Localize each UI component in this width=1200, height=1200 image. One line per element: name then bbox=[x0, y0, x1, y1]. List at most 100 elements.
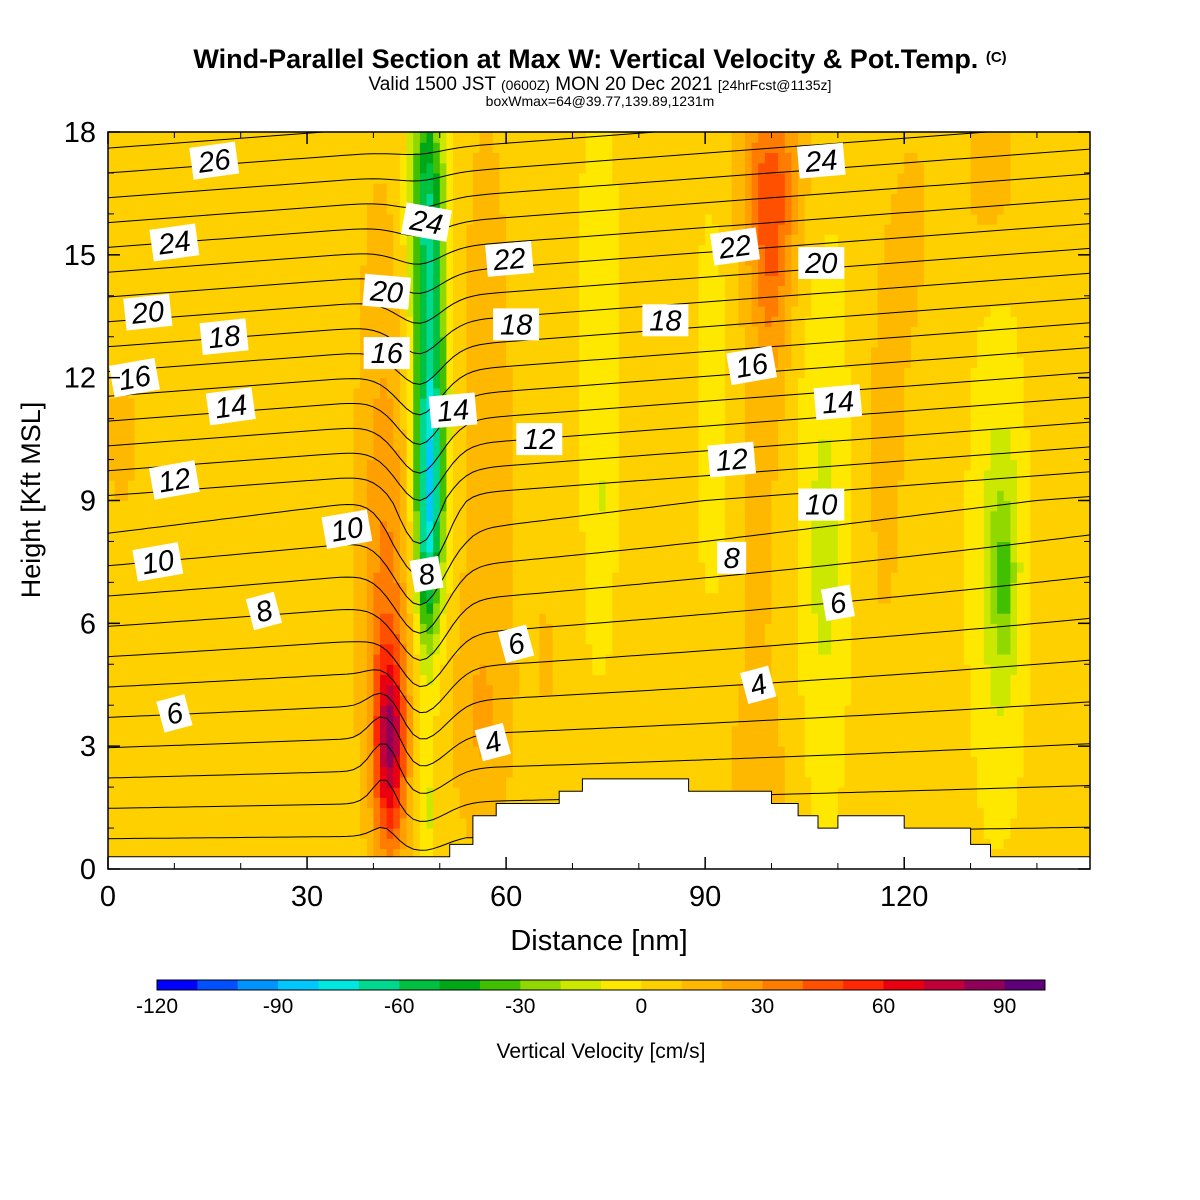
velocity-cell bbox=[618, 561, 706, 573]
velocity-cell bbox=[353, 705, 368, 716]
velocity-cell bbox=[399, 234, 408, 246]
velocity-cell bbox=[745, 162, 753, 174]
velocity-cell bbox=[399, 203, 408, 215]
velocity-cell bbox=[539, 654, 554, 665]
velocity-cell bbox=[745, 551, 773, 563]
velocity-cell bbox=[990, 664, 1018, 676]
velocity-cell bbox=[453, 162, 474, 174]
colorbar-swatch bbox=[802, 980, 844, 990]
velocity-cell bbox=[897, 531, 965, 542]
velocity-cell bbox=[1010, 172, 1090, 184]
velocity-cell bbox=[798, 449, 819, 461]
velocity-cell bbox=[698, 418, 726, 430]
velocity-cell bbox=[771, 490, 799, 502]
velocity-cell bbox=[745, 132, 759, 143]
velocity-cell bbox=[373, 695, 381, 706]
velocity-cell bbox=[1010, 132, 1090, 143]
velocity-cell bbox=[426, 193, 434, 205]
velocity-cell bbox=[618, 408, 700, 420]
velocity-cell bbox=[360, 265, 394, 276]
velocity-cell bbox=[399, 377, 408, 389]
velocity-cell bbox=[579, 418, 620, 430]
velocity-cell bbox=[997, 541, 1011, 553]
velocity-cell bbox=[433, 306, 441, 317]
velocity-cell bbox=[512, 480, 580, 491]
velocity-cell bbox=[419, 449, 428, 461]
velocity-cell bbox=[1030, 654, 1090, 665]
contour-label-text: 22 bbox=[716, 230, 753, 266]
velocity-cell bbox=[373, 418, 394, 430]
velocity-cell bbox=[771, 510, 799, 522]
velocity-cell bbox=[831, 480, 852, 491]
contour-label: 22 bbox=[709, 227, 761, 266]
velocity-cell bbox=[433, 449, 441, 461]
velocity-cell bbox=[413, 541, 421, 553]
velocity-cell bbox=[1017, 469, 1031, 481]
velocity-cell bbox=[499, 193, 580, 205]
contour-label: 20 bbox=[798, 247, 845, 280]
velocity-cell bbox=[380, 715, 388, 727]
velocity-cell bbox=[804, 336, 846, 348]
contour-label: 4 bbox=[474, 722, 511, 762]
velocity-cell bbox=[439, 449, 447, 461]
velocity-cell bbox=[512, 398, 580, 409]
velocity-cell bbox=[366, 623, 374, 635]
velocity-cell bbox=[758, 234, 779, 246]
velocity-cell bbox=[1017, 531, 1031, 542]
velocity-cell bbox=[910, 347, 978, 358]
velocity-cell bbox=[970, 695, 992, 706]
velocity-cell bbox=[758, 162, 779, 174]
velocity-cell bbox=[963, 572, 985, 583]
valid-time-zulu: (0600Z) bbox=[500, 77, 550, 93]
velocity-cell bbox=[1010, 561, 1018, 573]
velocity-cell bbox=[453, 664, 481, 676]
velocity-cell bbox=[963, 613, 985, 624]
velocity-cell bbox=[399, 213, 408, 225]
velocity-cell bbox=[890, 592, 965, 604]
velocity-cell bbox=[731, 152, 746, 164]
velocity-cell bbox=[970, 172, 1011, 184]
velocity-cell bbox=[406, 162, 414, 174]
velocity-cell bbox=[977, 756, 1025, 768]
velocity-cell bbox=[406, 418, 414, 430]
velocity-cell bbox=[380, 776, 388, 788]
velocity-cell bbox=[963, 602, 985, 614]
velocity-cell bbox=[612, 132, 733, 143]
velocity-cell bbox=[108, 725, 355, 737]
velocity-cell bbox=[393, 674, 401, 686]
velocity-cell bbox=[127, 490, 355, 502]
velocity-cell bbox=[433, 541, 441, 553]
velocity-cell bbox=[778, 418, 799, 430]
velocity-cell bbox=[366, 664, 374, 676]
velocity-cell bbox=[386, 848, 394, 860]
velocity-cell bbox=[764, 254, 779, 266]
velocity-cell bbox=[705, 561, 720, 573]
velocity-cell bbox=[837, 541, 852, 553]
theta-contour-line bbox=[108, 779, 1090, 822]
velocity-cell bbox=[433, 132, 441, 143]
velocity-cell bbox=[413, 377, 421, 389]
chart-title-text: Wind-Parallel Section at Max W: Vertical… bbox=[193, 44, 979, 74]
velocity-cell bbox=[585, 613, 613, 624]
velocity-cell bbox=[831, 449, 852, 461]
velocity-cell bbox=[871, 521, 899, 532]
velocity-cell bbox=[353, 428, 374, 440]
velocity-cell bbox=[811, 183, 899, 194]
velocity-cell bbox=[466, 275, 507, 287]
velocity-cell bbox=[778, 234, 786, 246]
velocity-cell bbox=[1003, 705, 1025, 716]
velocity-cell bbox=[1010, 428, 1031, 440]
velocity-cell bbox=[924, 193, 972, 205]
velocity-cell bbox=[1010, 592, 1018, 604]
velocity-cell bbox=[745, 654, 773, 665]
velocity-cell bbox=[851, 674, 972, 686]
velocity-cell bbox=[698, 490, 726, 502]
velocity-cell bbox=[731, 183, 746, 194]
colorbar-tick-label: -90 bbox=[263, 995, 293, 1018]
velocity-cell bbox=[393, 746, 401, 757]
velocity-cell bbox=[453, 183, 474, 194]
contour-label-text: 20 bbox=[129, 296, 165, 331]
velocity-cell bbox=[997, 643, 1011, 655]
velocity-cell bbox=[439, 469, 447, 481]
